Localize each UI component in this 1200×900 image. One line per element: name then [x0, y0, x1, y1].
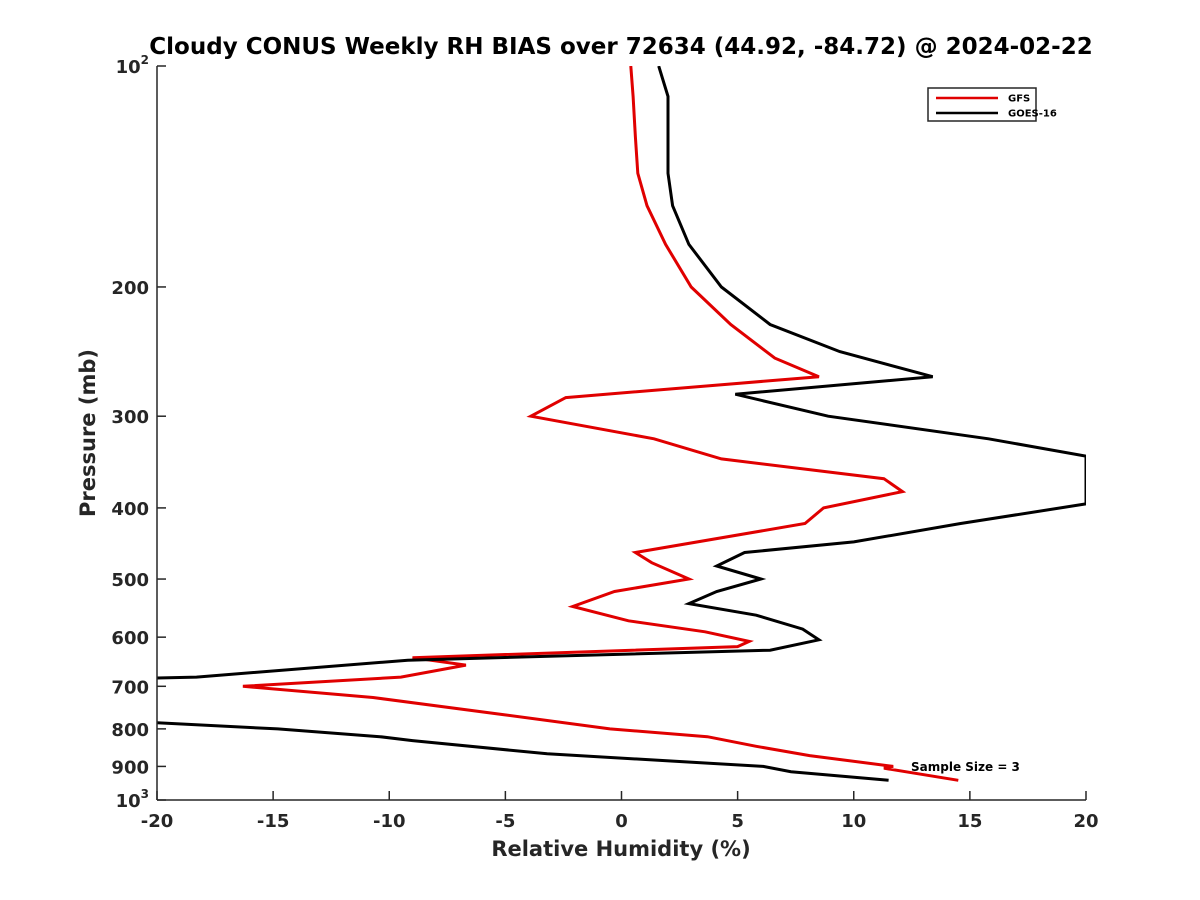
x-tick-label: 0 [615, 811, 628, 832]
x-tick-label: -5 [495, 811, 515, 832]
y-tick-label: 800 [111, 720, 149, 741]
y-tick-label: 600 [111, 628, 149, 649]
y-axis-label: Pressure (mb) [76, 349, 100, 517]
x-tick-label: 10 [841, 811, 866, 832]
y-tick-label: 900 [111, 757, 149, 778]
x-tick-label: 20 [1073, 811, 1098, 832]
plot-area [157, 66, 1086, 782]
series-group [157, 66, 1086, 782]
series-line-goes-16-1 [157, 66, 1086, 680]
y-tick-label: 103 [116, 787, 149, 812]
x-tick-label: -20 [141, 811, 174, 832]
legend-label: GFS [1008, 94, 1030, 105]
y-tick-label: 102 [116, 53, 149, 78]
x-axis-label: Relative Humidity (%) [491, 837, 750, 861]
x-tick-label: 15 [957, 811, 982, 832]
chart-title: Cloudy CONUS Weekly RH BIAS over 72634 (… [149, 34, 1092, 60]
x-tick-label: -10 [373, 811, 406, 832]
y-tick-label: 400 [111, 499, 149, 520]
y-tick-label: 300 [111, 407, 149, 428]
legend-label: GOES-16 [1008, 109, 1057, 120]
x-tick-label: 5 [731, 811, 744, 832]
sample-size-annotation: Sample Size = 3 [911, 760, 1020, 774]
x-axis: -20 -15 -10 -5 0 5 10 15 20 [141, 791, 1099, 832]
legend: GFS GOES-16 [927, 87, 1057, 122]
legend-box [927, 87, 1037, 122]
series-line-gfs-0 [242, 66, 959, 782]
series-line-goes-16-2 [157, 721, 889, 782]
y-tick-label: 700 [111, 677, 149, 698]
y-tick-label: 500 [111, 570, 149, 591]
y-tick-label: 200 [111, 278, 149, 299]
x-tick-label: -15 [257, 811, 290, 832]
y-axis: 102 200 300 400 500 600 700 800 900 103 [111, 53, 166, 812]
